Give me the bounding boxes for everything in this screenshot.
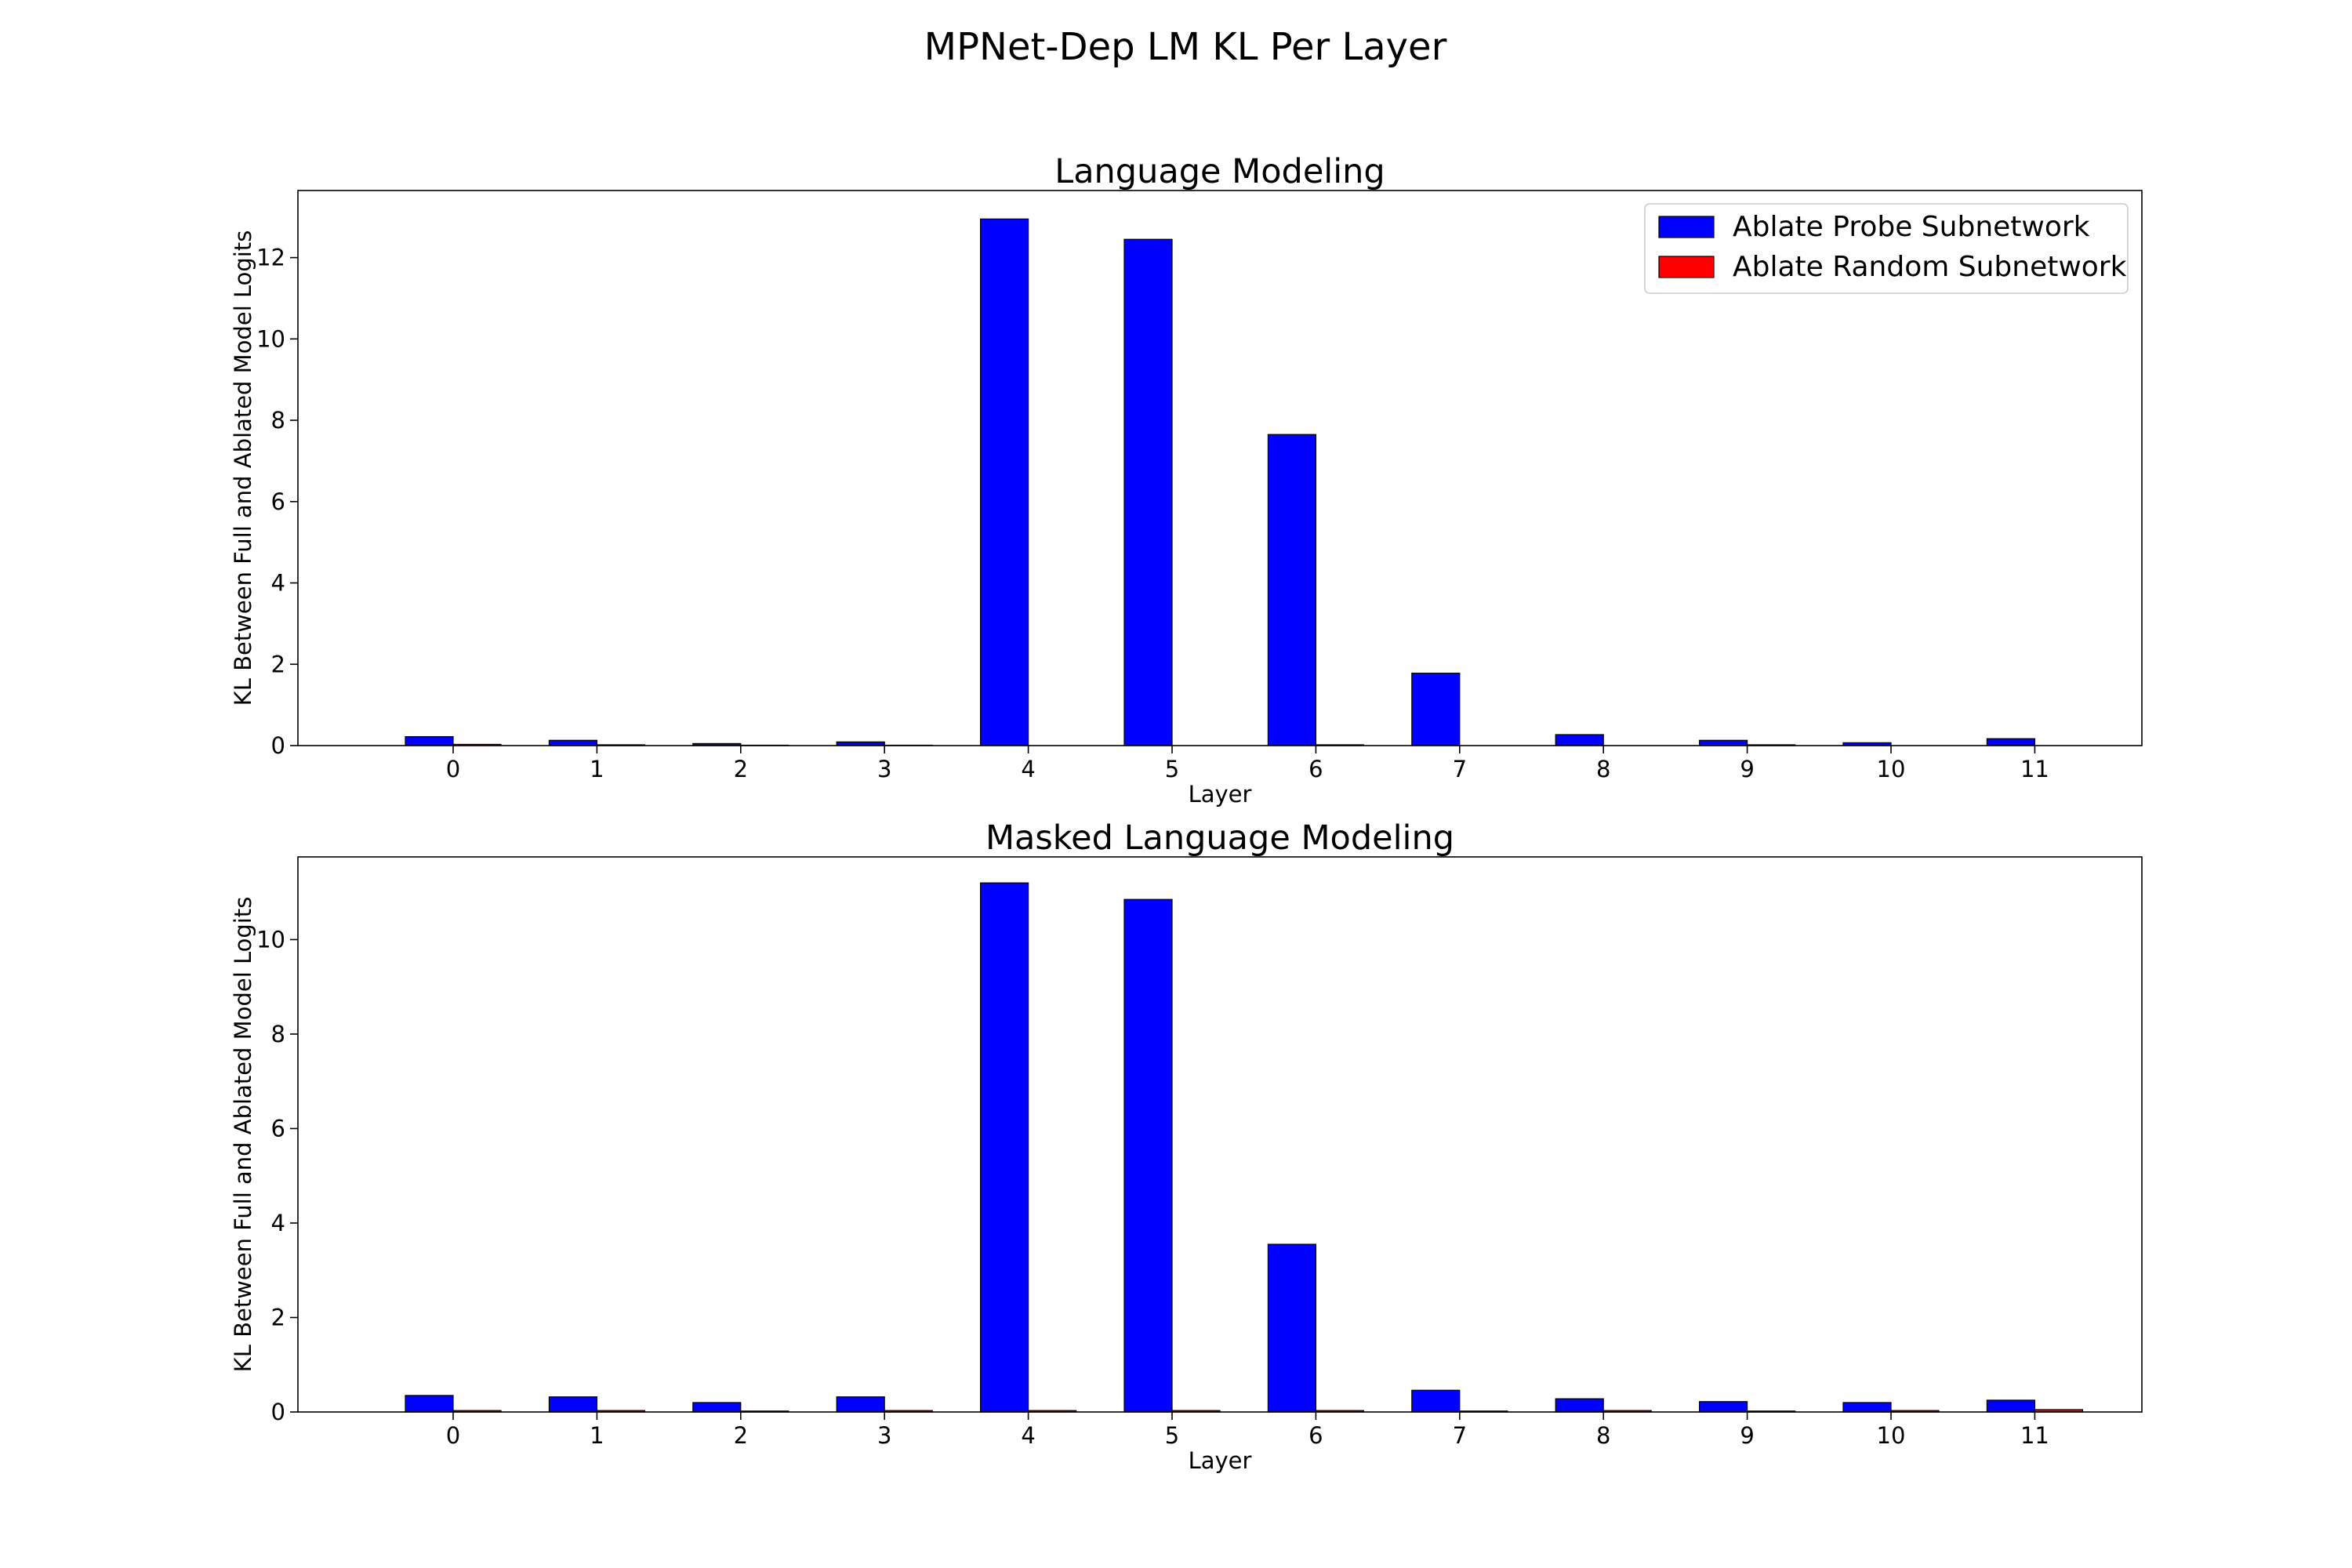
x-tick-label: 0: [446, 1422, 460, 1449]
probe-bar-layer-11: [1986, 1399, 2035, 1413]
y-axis-label: KL Between Full and Ablated Model Logits: [230, 897, 256, 1373]
y-tick-label: 6: [271, 1115, 285, 1142]
x-tick-label: 2: [734, 1422, 748, 1449]
y-tick-label: 6: [271, 488, 285, 515]
x-tick-label: 5: [1165, 756, 1179, 782]
probe-bar-layer-8: [1555, 734, 1604, 746]
y-tick-label: 2: [271, 1304, 285, 1330]
x-tick-label: 0: [446, 756, 460, 782]
x-tick-label: 3: [877, 1422, 891, 1449]
x-tick-label: 9: [1740, 756, 1754, 782]
x-tick-label: 10: [1877, 1422, 1906, 1449]
y-tick-label: 2: [271, 651, 285, 677]
probe-bar-layer-6: [1267, 1243, 1317, 1413]
x-tick-label: 1: [590, 1422, 604, 1449]
y-tick-label: 0: [271, 732, 285, 759]
x-tick-label: 8: [1596, 1422, 1610, 1449]
y-axis-label: KL Between Full and Ablated Model Logits: [230, 230, 256, 706]
legend-swatch-probe: [1658, 216, 1715, 238]
y-tick-label: 12: [256, 245, 285, 271]
y-tick-label: 10: [256, 926, 285, 953]
probe-bar-layer-3: [836, 1396, 885, 1413]
y-tick-label: 4: [271, 570, 285, 597]
chart-title: Masked Language Modeling: [985, 818, 1454, 858]
probe-bar-layer-0: [405, 1395, 454, 1413]
axes-frame: [297, 856, 2143, 1413]
probe-bar-layer-0: [405, 735, 454, 746]
x-tick-label: 7: [1453, 756, 1467, 782]
probe-bar-layer-5: [1123, 898, 1173, 1413]
legend-box: [1644, 203, 2129, 294]
x-tick-label: 6: [1308, 756, 1323, 782]
x-axis-label: Layer: [1189, 781, 1252, 808]
probe-bar-layer-9: [1699, 1401, 1748, 1413]
legend-swatch-random: [1658, 256, 1715, 278]
probe-bar-layer-4: [979, 882, 1029, 1413]
probe-bar-layer-1: [548, 1396, 598, 1413]
chart-masked-language-modeling: 0 2 4 6 8 10 0 1 2 3 4 5 6 7 8 9 10 11 Masked Language Mod…: [230, 818, 2143, 1474]
x-tick-label: 5: [1165, 1422, 1179, 1449]
x-tick-label: 9: [1740, 1422, 1754, 1449]
chart-title: Language Modeling: [1054, 152, 1385, 191]
probe-bar-layer-6: [1267, 434, 1317, 746]
x-tick-label: 2: [734, 756, 748, 782]
x-tick-label: 4: [1021, 1422, 1035, 1449]
legend-label-probe: Ablate Probe Subnetwork: [1733, 211, 2090, 243]
y-tick-label: 4: [271, 1210, 285, 1236]
y-tick-label: 8: [271, 407, 285, 434]
x-tick-label: 10: [1877, 756, 1906, 782]
x-tick-label: 1: [590, 756, 604, 782]
axes-frame: [297, 190, 2143, 746]
x-tick-label: 4: [1021, 756, 1035, 782]
probe-bar-layer-11: [1986, 738, 2035, 746]
probe-bar-layer-4: [979, 218, 1029, 746]
probe-bar-layer-7: [1411, 1389, 1461, 1413]
probe-bar-layer-2: [692, 1402, 742, 1413]
x-tick-label: 7: [1453, 1422, 1467, 1449]
y-tick-label: 8: [271, 1021, 285, 1047]
y-tick-label: 0: [271, 1399, 285, 1425]
legend-label-random: Ablate Random Subnetwork: [1733, 251, 2127, 283]
probe-bar-layer-7: [1411, 673, 1461, 746]
x-tick-label: 11: [2020, 1422, 2049, 1449]
figure-suptitle: MPNet-Dep LM KL Per Layer: [924, 25, 1447, 69]
x-tick-label: 6: [1308, 1422, 1323, 1449]
probe-bar-layer-9: [1699, 739, 1748, 746]
x-tick-label: 8: [1596, 756, 1610, 782]
x-axis-label: Layer: [1189, 1447, 1252, 1474]
probe-bar-layer-8: [1555, 1398, 1604, 1413]
x-tick-label: 11: [2020, 756, 2049, 782]
probe-bar-layer-1: [548, 739, 598, 746]
probe-bar-layer-5: [1123, 238, 1173, 746]
probe-bar-layer-10: [1842, 1402, 1892, 1413]
y-tick-label: 10: [256, 325, 285, 352]
x-tick-label: 3: [877, 756, 891, 782]
